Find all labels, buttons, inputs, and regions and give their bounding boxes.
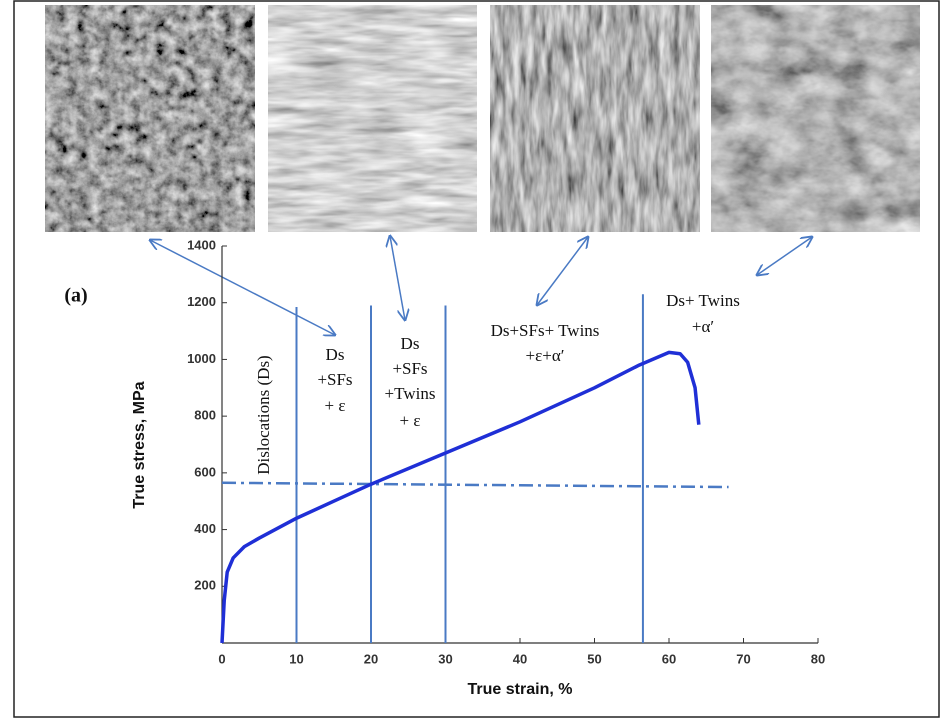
annotation: +ε+α′ — [526, 346, 565, 365]
x-tick-label: 60 — [662, 651, 676, 666]
y-tick-label: 600 — [194, 464, 216, 479]
y-tick-label: 1400 — [187, 237, 216, 252]
annotation: Ds+SFs+ Twins — [491, 321, 600, 340]
arrow — [537, 237, 588, 305]
x-axis-title: True strain, % — [468, 681, 573, 698]
x-tick-label: 70 — [736, 651, 750, 666]
y-tick-label: 800 — [194, 408, 216, 423]
annotation: +α′ — [692, 317, 714, 336]
arrow — [150, 240, 335, 335]
x-tick-label: 40 — [513, 651, 527, 666]
frame — [13, 0, 940, 718]
y-tick-label: 1200 — [187, 294, 216, 309]
y-axis-title: True stress, MPa — [131, 381, 148, 508]
micrograph — [711, 5, 920, 232]
x-tick-label: 0 — [218, 651, 225, 666]
annotation: + ε — [400, 411, 421, 430]
y-tick-label: 1000 — [187, 351, 216, 366]
annotation: +Twins — [385, 384, 436, 403]
micrograph — [268, 5, 477, 232]
arrow — [390, 236, 405, 320]
annotation: + ε — [325, 396, 346, 415]
reference-line — [221, 481, 729, 489]
annotation: +SFs — [392, 359, 427, 378]
y-tick-label: 400 — [194, 521, 216, 536]
x-tick-label: 20 — [364, 651, 378, 666]
arrows — [150, 236, 812, 335]
annotation: Ds+ Twins — [666, 291, 740, 310]
arrow — [757, 237, 812, 275]
stress-strain-curve — [220, 350, 701, 644]
micrograph — [45, 5, 255, 232]
annotation: +SFs — [317, 370, 352, 389]
x-tick-label: 10 — [289, 651, 303, 666]
x-tick-label: 50 — [587, 651, 601, 666]
annotation: (a) — [64, 285, 87, 307]
y-tick-label: 200 — [194, 578, 216, 593]
micrograph — [490, 5, 700, 232]
annotation: Ds — [401, 334, 420, 353]
x-tick-label: 80 — [811, 651, 825, 666]
annotation: Dislocations (Ds) — [254, 355, 273, 474]
annotation: Ds — [326, 345, 345, 364]
x-tick-label: 30 — [438, 651, 452, 666]
